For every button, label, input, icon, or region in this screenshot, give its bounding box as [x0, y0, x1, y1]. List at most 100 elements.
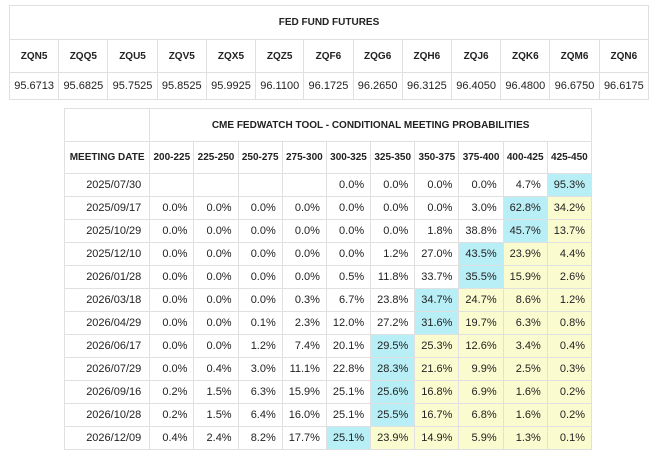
contract-header: ZQX5 [205, 39, 257, 73]
probability-cell: 0.0% [325, 173, 372, 197]
probability-cell: 0.0% [414, 196, 460, 220]
probability-cell: 16.8% [414, 380, 460, 404]
contract-price: 96.6175 [598, 72, 650, 100]
probability-cell: 15.9% [281, 380, 327, 404]
probability-cell: 24.7% [458, 288, 504, 312]
meeting-row: 2025/07/30 0.0% 0.0% 0.0% 0.0% 4.7% 95.3% [63, 173, 593, 197]
probability-cell: 2.4% [193, 426, 239, 450]
contract-price: 95.6713 [8, 72, 60, 100]
probability-cell: 0.4% [546, 334, 593, 358]
probability-cell: 6.9% [458, 380, 504, 404]
probability-cell: 25.3% [414, 334, 460, 358]
probability-cell: 3.4% [502, 334, 548, 358]
probability-cell: 6.7% [325, 288, 372, 312]
probability-cell: 0.0% [370, 173, 416, 197]
probability-cell: 11.1% [281, 357, 327, 381]
probability-cell: 0.0% [149, 288, 195, 312]
fedwatch-header-row: MEETING DATE 200-225 225-250 250-275 275-30… [63, 141, 593, 174]
probability-cell: 0.0% [237, 288, 283, 312]
probability-cell: 21.6% [414, 357, 460, 381]
probability-cell: 2.6% [546, 265, 593, 289]
rate-range-header: 400-425 [502, 141, 548, 174]
contract-header: ZQQ5 [58, 39, 109, 73]
rate-range-header: 325-350 [370, 141, 416, 174]
rate-range-header: 225-250 [193, 141, 239, 174]
meeting-date: 2026/06/17 [63, 334, 151, 358]
probability-cell: 1.6% [502, 380, 548, 404]
probability-cell: 0.0% [193, 219, 239, 243]
meeting-date: 2026/07/29 [63, 357, 151, 381]
contract-header: ZQK6 [500, 39, 551, 73]
probability-cell: 23.9% [370, 426, 416, 450]
meeting-row: 2026/06/17 0.0% 0.0% 1.2% 7.4% 20.1% 29.5% 25.3… [63, 334, 593, 358]
probability-cell: 0.1% [237, 311, 283, 335]
meeting-row: 2026/07/29 0.0% 0.4% 3.0% 11.1% 22.8% 28.3% 21.… [63, 357, 593, 381]
meeting-date: 2025/09/17 [63, 196, 151, 220]
probability-cell: 0.0% [193, 196, 239, 220]
contract-header: ZQN5 [8, 39, 60, 73]
probability-cell: 0.0% [237, 265, 283, 289]
probability-cell: 25.1% [325, 426, 372, 450]
probability-cell: 22.8% [325, 357, 372, 381]
probability-cell: 0.0% [414, 173, 460, 197]
probability-cell: 6.3% [237, 380, 283, 404]
rate-range-header: 275-300 [281, 141, 327, 174]
fedwatch-title: CME FEDWATCH TOOL - CONDITIONAL MEETING … [149, 108, 592, 142]
meeting-date: 2025/10/29 [63, 219, 151, 243]
meeting-row: 2025/12/10 0.0% 0.0% 0.0% 0.0% 0.0% 1.2% 27.0% 4… [63, 242, 593, 266]
contract-price: 95.7525 [107, 72, 158, 100]
probability-cell: 0.4% [193, 357, 239, 381]
probability-cell: 1.5% [193, 403, 239, 427]
probability-cell: 5.9% [458, 426, 504, 450]
probability-cell [193, 173, 239, 197]
futures-price-row: 95.6713 95.6825 95.7525 95.8525 95.9925 96.11… [8, 72, 650, 100]
probability-cell: 0.0% [281, 219, 327, 243]
probability-cell [237, 173, 283, 197]
probability-cell: 19.7% [458, 311, 504, 335]
contract-header: ZQH6 [401, 39, 452, 73]
probability-cell: 45.7% [502, 219, 548, 243]
contract-price: 96.6750 [549, 72, 600, 100]
meeting-date: 2025/07/30 [63, 173, 151, 197]
probability-cell: 0.2% [149, 380, 195, 404]
probability-cell: 0.0% [149, 196, 195, 220]
probability-cell: 12.0% [325, 311, 372, 335]
corner-cell [63, 108, 151, 142]
probability-cell: 1.2% [370, 242, 416, 266]
probability-cell: 23.9% [502, 242, 548, 266]
contract-header: ZQN6 [598, 39, 650, 73]
probability-cell: 0.0% [325, 219, 372, 243]
contract-price: 96.3125 [401, 72, 452, 100]
probability-cell: 0.0% [193, 311, 239, 335]
probability-cell: 2.3% [281, 311, 327, 335]
meeting-date: 2026/12/09 [63, 426, 151, 450]
probability-cell: 1.6% [502, 403, 548, 427]
meeting-date: 2025/12/10 [63, 242, 151, 266]
probability-cell: 8.2% [237, 426, 283, 450]
meeting-date-header: MEETING DATE [63, 141, 151, 174]
probability-cell: 0.0% [237, 196, 283, 220]
probability-cell: 16.0% [281, 403, 327, 427]
probability-cell: 12.6% [458, 334, 504, 358]
rate-range-header: 300-325 [325, 141, 372, 174]
probability-cell: 6.3% [502, 311, 548, 335]
probability-cell: 4.7% [502, 173, 548, 197]
probability-cell: 0.0% [149, 334, 195, 358]
probability-cell [149, 173, 195, 197]
contract-price: 96.4050 [450, 72, 502, 100]
probability-cell: 0.0% [193, 242, 239, 266]
rate-range-header: 425-450 [546, 141, 593, 174]
probability-cell: 0.2% [546, 403, 593, 427]
contract-price: 96.1725 [303, 72, 354, 100]
probability-cell: 0.0% [281, 265, 327, 289]
probability-cell: 20.1% [325, 334, 372, 358]
meeting-row: 2026/12/09 0.4% 2.4% 8.2% 17.7% 25.1% 23.9% 14.… [63, 426, 593, 450]
probability-cell: 1.8% [414, 219, 460, 243]
contract-header: ZQZ5 [255, 39, 305, 73]
meeting-date: 2026/01/28 [63, 265, 151, 289]
probability-cell [281, 173, 327, 197]
probability-cell: 0.0% [325, 242, 372, 266]
contract-header: ZQU5 [107, 39, 158, 73]
probability-cell: 0.0% [281, 196, 327, 220]
probability-cell: 0.0% [237, 219, 283, 243]
